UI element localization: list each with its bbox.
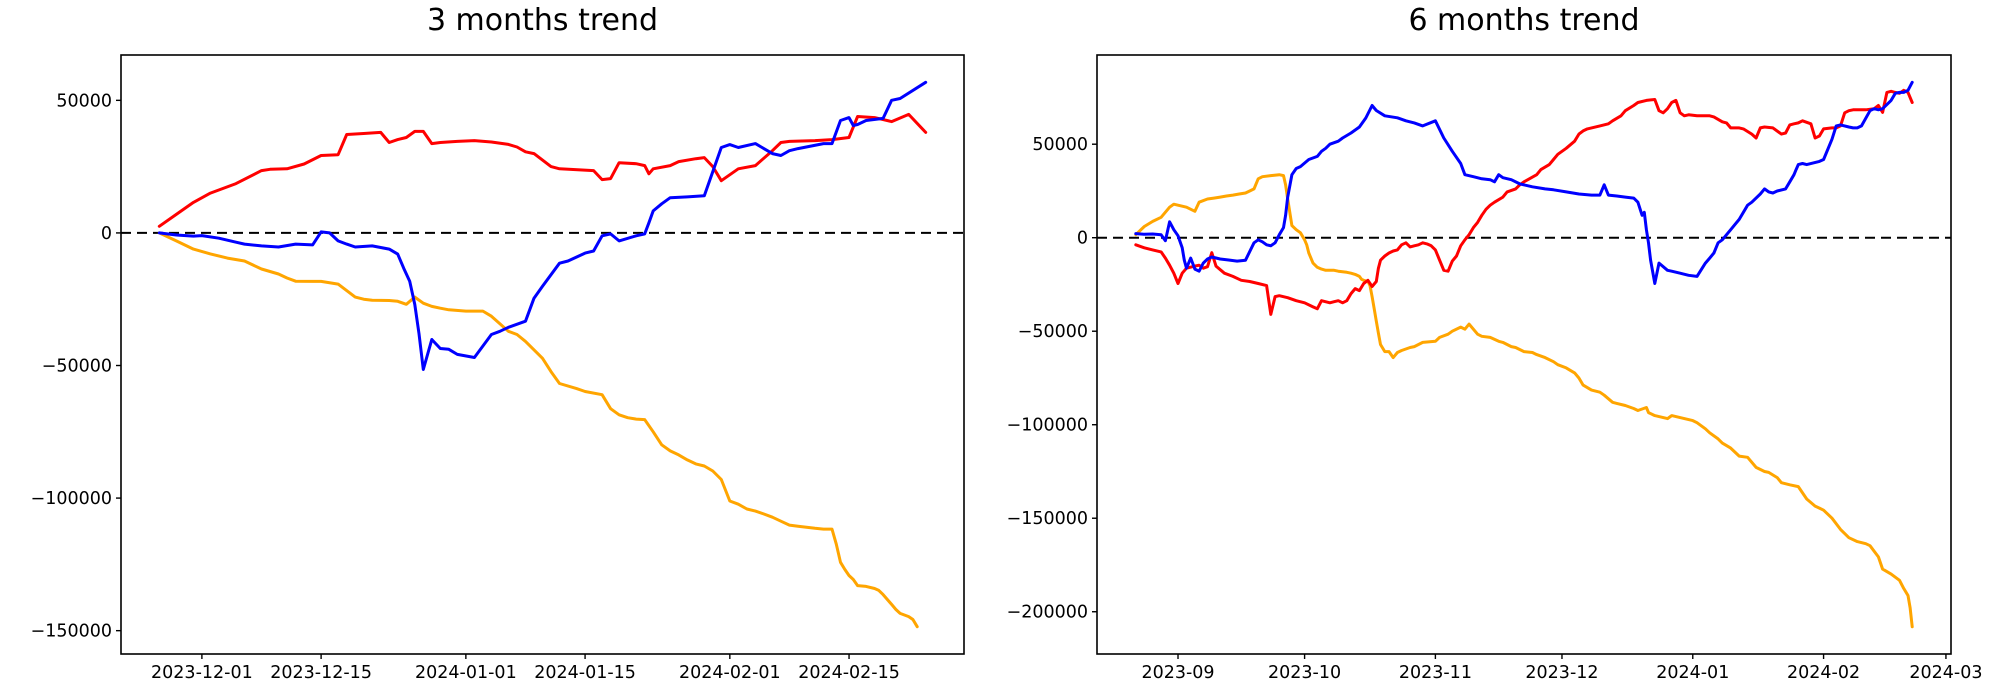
x-tick-label: 2024-02-01 <box>679 663 781 683</box>
y-tick-label: −200000 <box>1007 603 1088 623</box>
y-tick-label: −150000 <box>31 622 112 642</box>
y-tick-label: −100000 <box>31 489 112 509</box>
line-orange <box>1134 173 1914 629</box>
x-tick-label: 2024-02 <box>1787 663 1860 683</box>
x-tick-label: 2023-11 <box>1399 663 1472 683</box>
axes-frame <box>1096 54 1952 655</box>
chart-3-months-trend: 3 months trend 2023-12-01 2023-12-15 2024-… <box>31 3 965 683</box>
chart-6-months-trend: 6 months trend 2023-09 2023-10 2023-11 2023… <box>1000 0 2000 700</box>
y-tick-label: 0 <box>1077 229 1088 249</box>
x-tick-label: 2024-01 <box>1656 663 1729 683</box>
x-tick-label: 2023-10 <box>1268 663 1341 683</box>
y-tick-label: 50000 <box>1032 135 1088 155</box>
x-tick-label: 2024-01-15 <box>534 663 636 683</box>
y-tick-label: −150000 <box>1007 509 1088 529</box>
line-red <box>1134 88 1914 316</box>
y-tick-label: −50000 <box>42 357 112 377</box>
x-tick-label: 2024-01-01 <box>415 663 517 683</box>
x-tick-label: 2024-02-15 <box>798 663 900 683</box>
line-orange <box>157 231 919 629</box>
axes-frame <box>120 54 965 655</box>
line-blue <box>157 80 928 371</box>
chart-title-3-months: 3 months trend <box>426 3 659 38</box>
y-tick-label: −50000 <box>1018 322 1088 342</box>
x-tick-label: 2023-09 <box>1141 663 1214 683</box>
line-blue <box>1134 80 1914 285</box>
x-tick-label: 2024-03 <box>1909 663 1982 683</box>
x-tick-label: 2023-12-01 <box>151 663 253 683</box>
line-red <box>157 112 928 228</box>
chart-title-6-months: 6 months trend <box>1408 3 1640 38</box>
plot-3-months: 2023-12-01 2023-12-15 2024-01-01 2024-01-15… <box>31 54 965 683</box>
y-tick-label: 0 <box>101 224 112 244</box>
plot-6-months: 2023-09 2023-10 2023-11 2023-12 2024-01 2024-… <box>1007 54 1982 683</box>
y-tick-label: 50000 <box>56 91 112 111</box>
y-tick-label: −100000 <box>1007 416 1088 436</box>
x-tick-label: 2023-12 <box>1525 663 1598 683</box>
x-tick-label: 2023-12-15 <box>270 663 372 683</box>
